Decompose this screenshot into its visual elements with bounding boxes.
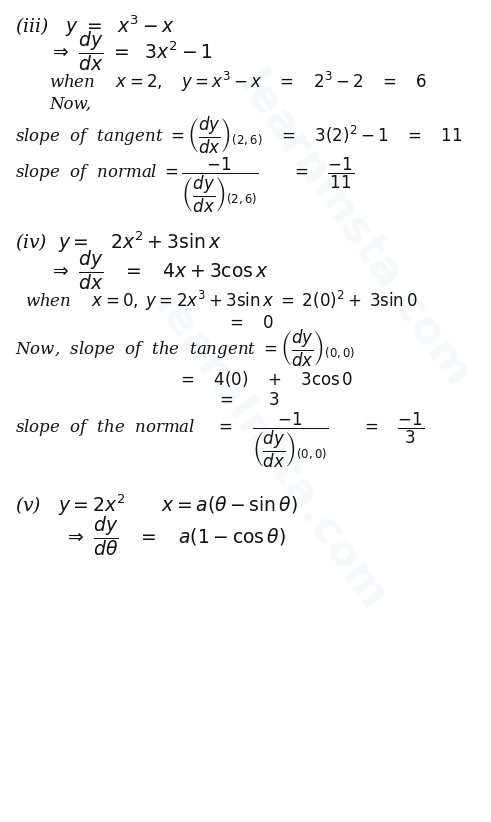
Text: learnInsta.com: learnInsta.com (228, 64, 479, 396)
Text: learnInsta.com: learnInsta.com (145, 286, 395, 618)
Text: $= \qquad 3$: $= \qquad 3$ (216, 392, 280, 409)
Text: (iii)   $y \ = \ \ x^3 - x$: (iii) $y \ = \ \ x^3 - x$ (15, 13, 175, 39)
Text: slope  of  normal $= \dfrac{-1}{\left(\dfrac{dy}{dx}\right)_{(2,6)}} \qquad = \q: slope of normal $= \dfrac{-1}{\left(\dfr… (15, 155, 354, 215)
Text: Now,: Now, (49, 96, 91, 113)
Text: (iv)  $y = \quad 2x^2 + 3 \sin x$: (iv) $y = \quad 2x^2 + 3 \sin x$ (15, 229, 221, 256)
Text: $= \quad 4(0) \quad + \quad 3 \cos 0$: $= \quad 4(0) \quad + \quad 3 \cos 0$ (177, 369, 353, 389)
Text: $\Rightarrow \ \dfrac{dy}{dx} \quad = \quad 4x + 3 \cos x$: $\Rightarrow \ \dfrac{dy}{dx} \quad = \q… (49, 247, 269, 292)
Text: Now,  slope  of  the  tangent $= \left(\dfrac{dy}{dx}\right)_{(0,0)}$: Now, slope of the tangent $= \left(\dfra… (15, 328, 355, 369)
Text: when $\quad x = 0, \; y = 2x^3 + 3\sin x \; = \; 2(0)^2 + \; 3\sin 0$: when $\quad x = 0, \; y = 2x^3 + 3\sin x… (25, 289, 417, 313)
Text: $= \quad 0$: $= \quad 0$ (226, 315, 274, 331)
Text: slope  of  tangent $= \left(\dfrac{dy}{dx}\right)_{(2,6)} \quad = \quad 3(2)^2 -: slope of tangent $= \left(\dfrac{dy}{dx}… (15, 115, 463, 156)
Text: $\Rightarrow \ \dfrac{dy}{dx} \ = \ \ 3x^2 - 1$: $\Rightarrow \ \dfrac{dy}{dx} \ = \ \ 3x… (49, 29, 213, 73)
Text: $\Rightarrow \ \dfrac{dy}{d\theta} \quad = \quad a(1 - \cos\theta)$: $\Rightarrow \ \dfrac{dy}{d\theta} \quad… (64, 514, 286, 558)
Text: (v)   $y = 2x^2 \qquad x = a(\theta - \sin\theta)$: (v) $y = 2x^2 \qquad x = a(\theta - \sin… (15, 492, 298, 519)
Text: when $\quad x = 2, \quad y = x^3 - x \quad = \quad 2^3 - 2 \quad = \quad 6$: when $\quad x = 2, \quad y = x^3 - x \qu… (49, 70, 427, 95)
Text: slope  of  the  normal $\quad = \quad \dfrac{-1}{\left(\dfrac{dy}{dx}\right)_{(0: slope of the normal $\quad = \quad \dfra… (15, 411, 424, 470)
